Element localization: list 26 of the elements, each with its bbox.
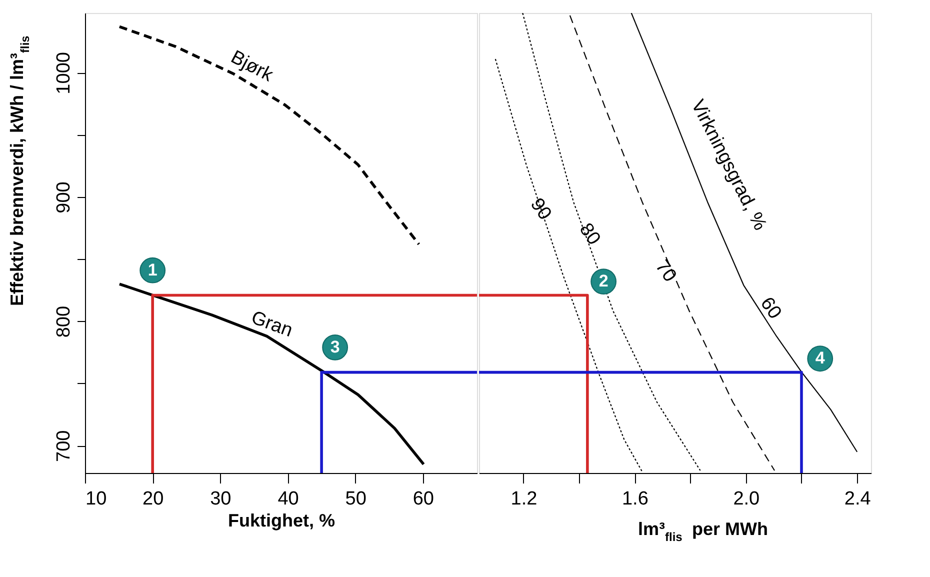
x-tick-label: 50 — [345, 488, 366, 510]
annotation: 90 — [526, 194, 556, 224]
y-tick-label: 700 — [54, 430, 74, 462]
x-tick-label: 10 — [86, 488, 107, 510]
annotation: 2 — [598, 272, 608, 291]
x-axis-title: Fuktighet, % — [228, 510, 335, 530]
annotation: 3 — [330, 337, 340, 356]
annotation: Bjørk — [227, 46, 277, 86]
x-tick-label: 1.2 — [510, 488, 538, 510]
y-tick-label: 900 — [54, 182, 74, 214]
x-tick-label: 60 — [412, 488, 434, 510]
annotation: Gran — [248, 307, 296, 342]
x-tick-label: 20 — [142, 488, 164, 510]
x-tick-label: 40 — [278, 488, 299, 510]
annotation: 4 — [815, 348, 826, 368]
x-tick-label: 1.6 — [622, 488, 648, 510]
y-tick-label: 800 — [54, 306, 74, 338]
annotation: 80 — [574, 220, 604, 249]
annotation: 1 — [148, 260, 158, 280]
y-tick-label: 1000 — [54, 52, 74, 94]
x-tick-label: 30 — [210, 488, 232, 510]
annotation: 60 — [756, 294, 786, 323]
x-tick-label: 2.4 — [844, 488, 872, 510]
annotation: 70 — [650, 256, 680, 286]
x-tick-label: 2.0 — [733, 488, 760, 510]
y-axis-title: Effektiv brennverdi, kWh / lm³flis — [7, 35, 32, 306]
